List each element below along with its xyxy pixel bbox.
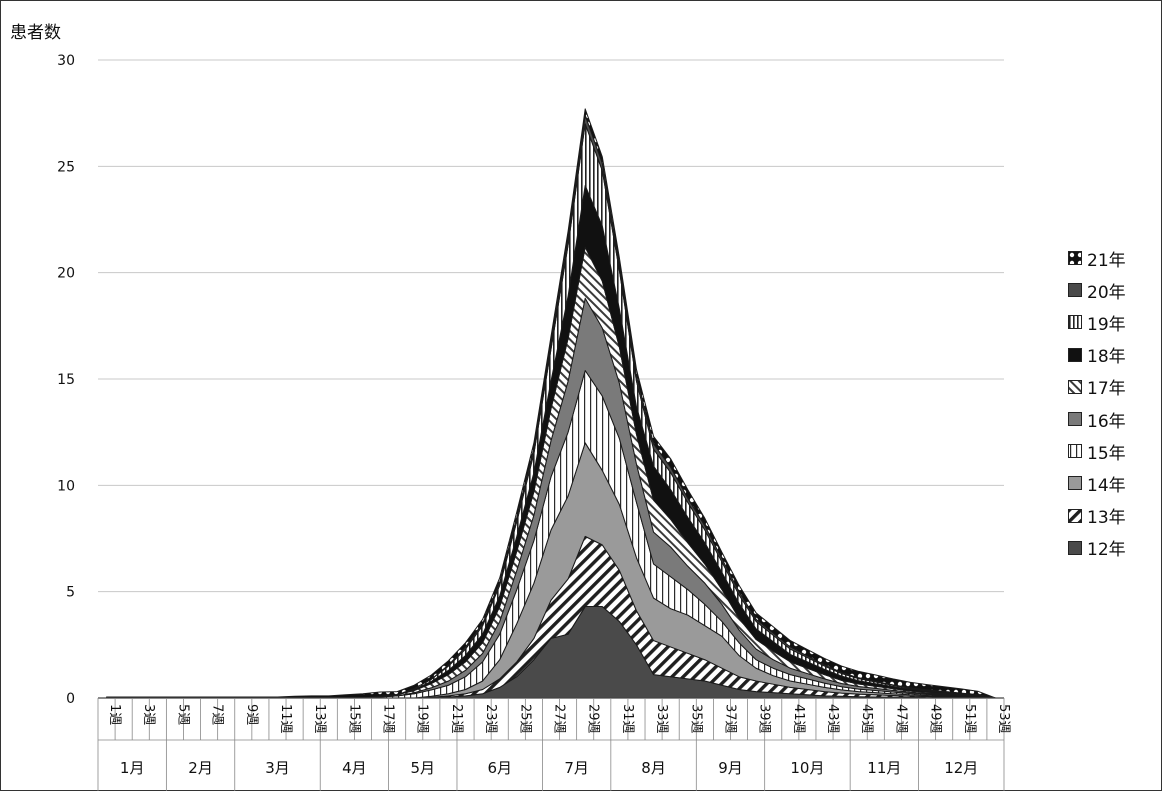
x-tick-label-week: 7週 [210,704,225,725]
legend-label: 17年 [1087,379,1126,400]
legend-item: 20年 [1068,274,1158,306]
x-tick-label-week: 19週 [415,704,430,734]
x-tick-label-month: 3月 [265,759,290,777]
x-tick-label-month: 1月 [120,759,145,777]
legend-label: 19年 [1087,314,1126,335]
y-tick-label: 20 [57,266,75,282]
x-tick-label-week: 23週 [483,704,498,734]
x-tick-label-week: 33週 [654,704,669,734]
legend-label: 13年 [1087,508,1126,529]
x-tick-label-month: 5月 [411,759,436,777]
x-tick-label-week: 17週 [381,704,396,734]
y-tick-label: 0 [66,691,75,707]
x-tick-label-week: 9週 [244,704,259,725]
legend-label: 15年 [1087,443,1126,464]
legend-swatch [1068,315,1082,330]
x-tick-label-week: 41週 [791,704,806,734]
legend-label: 20年 [1087,282,1126,303]
y-axis-title: 患者数 [10,23,61,43]
x-tick-label-week: 31週 [620,704,635,734]
x-tick-label-week: 13週 [312,704,327,734]
legend-item: 21年 [1068,242,1158,274]
x-tick-label-week: 1週 [107,704,122,725]
legend-swatch [1068,347,1082,362]
legend-item: 19年 [1068,306,1158,338]
x-tick-label-week: 51週 [962,704,977,734]
x-tick-label-week: 27週 [552,704,567,734]
x-tick-label-month: 6月 [487,759,512,777]
x-tick-label-week: 3週 [141,704,156,725]
x-tick-label-week: 15週 [346,704,361,734]
legend-label: 16年 [1087,411,1126,432]
series-area-21年 [106,108,996,699]
x-tick-label-month: 7月 [564,759,589,777]
legend-swatch [1068,251,1082,266]
legend-item: 18年 [1068,339,1158,371]
x-tick-label-month: 8月 [641,759,666,777]
x-tick-label-month: 4月 [342,759,367,777]
legend-swatch [1068,379,1082,394]
y-tick-label: 15 [57,372,75,388]
legend-swatch [1068,508,1082,523]
x-tick-label-week: 53週 [996,704,1011,734]
x-tick-label-week: 37週 [722,704,737,734]
x-tick-label-week: 39週 [757,704,772,734]
legend-swatch [1068,540,1082,555]
legend-swatch [1068,283,1082,298]
legend-item: 16年 [1068,403,1158,435]
x-tick-label-week: 35週 [688,704,703,734]
x-tick-label-week: 49週 [928,704,943,734]
legend-label: 12年 [1087,540,1126,561]
x-tick-label-week: 11週 [278,704,293,734]
legend-item: 14年 [1068,467,1158,499]
x-tick-label-week: 45週 [859,704,874,734]
legend-item: 17年 [1068,371,1158,403]
x-tick-label-month: 2月 [188,759,213,777]
legend-label: 18年 [1087,347,1126,368]
legend-swatch [1068,444,1082,459]
y-tick-label: 10 [57,478,75,494]
x-tick-label-month: 9月 [718,759,743,777]
legend-label: 21年 [1087,250,1126,271]
x-tick-label-month: 10月 [790,759,824,777]
x-tick-label-month: 12月 [944,759,978,777]
x-tick-label-week: 43週 [825,704,840,734]
legend-item: 15年 [1068,435,1158,467]
x-tick-label-week: 21週 [449,704,464,734]
legend: 21年 20年 19年 18年 17年 16年 15年 14年 13年 12年 [1068,242,1158,564]
y-tick-label: 5 [66,585,75,601]
legend-swatch [1068,476,1082,491]
legend-swatch [1068,412,1082,427]
x-tick-label-week: 25週 [517,704,532,734]
x-tick-label-month: 11月 [867,759,901,777]
y-tick-label: 30 [57,53,75,69]
y-tick-label: 25 [57,159,75,175]
legend-item: 12年 [1068,532,1158,564]
legend-label: 14年 [1087,475,1126,496]
x-tick-label-week: 47週 [893,704,908,734]
legend-item: 13年 [1068,500,1158,532]
x-tick-label-week: 5週 [175,704,190,725]
x-tick-label-week: 29週 [586,704,601,734]
